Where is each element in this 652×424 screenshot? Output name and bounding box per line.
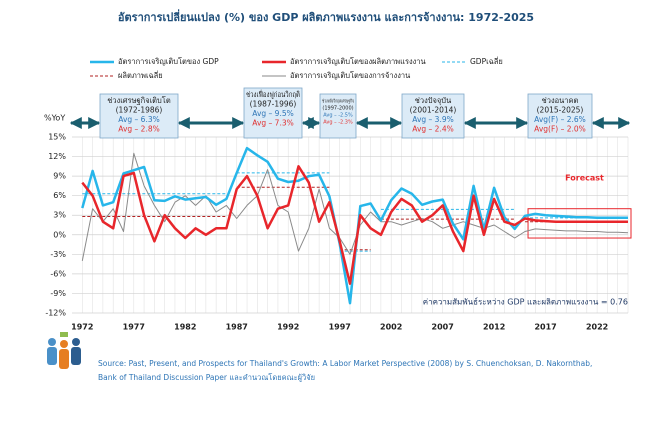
period-box	[401, 93, 465, 139]
x-tick-label: 2007	[432, 323, 454, 332]
period-range: (2015-2025)	[537, 106, 584, 115]
y-tick-label: 15%	[48, 133, 66, 142]
period-gdp-avg-label: Avg – 3.9%	[412, 115, 453, 124]
period-range: (1997-2000)	[322, 106, 353, 112]
y-tick-label: 9%	[53, 172, 66, 181]
x-tick-label: 1977	[123, 323, 145, 332]
x-tick-label: 1987	[226, 323, 248, 332]
legend-label: อัตราการเจริญเติบโตของการจ้างงาน	[290, 71, 410, 80]
x-tick-label: 2012	[483, 323, 505, 332]
source-note: Source: Past, Present, and Prospects for…	[98, 359, 592, 368]
series-line	[81, 165, 628, 285]
y-tick-label: 3%	[53, 211, 66, 220]
x-tick-label: 2017	[534, 323, 556, 332]
period-box	[243, 87, 303, 139]
x-tick-label: 1992	[277, 323, 299, 332]
forecast-box	[527, 208, 632, 239]
period-prod-avg-label: Avg – -2.3%	[323, 120, 353, 126]
forecast-label: Forecast	[565, 174, 604, 183]
y-tick-label: 6%	[53, 191, 66, 200]
period-title: ช่วงเศรษฐกิจเติบโต	[107, 96, 171, 105]
period-title: ช่วงหลังวิกฤตเศรษฐกิจ	[322, 98, 354, 105]
period-gdp-avg-label: Avg – 9.5%	[252, 109, 293, 118]
x-tick-label: 2002	[380, 323, 402, 332]
legend-label: อัตราการเจริญเติบโตของผลิตภาพแรงงาน	[290, 57, 426, 66]
y-tick-label: -3%	[50, 250, 66, 259]
x-tick-label: 1972	[71, 323, 93, 332]
correlation-note: ค่าความสัมพันธ์ระหว่าง GDP และผลิตภาพแรง…	[423, 297, 628, 307]
period-range: (2001-2014)	[410, 106, 457, 115]
period-range: (1972-1986)	[116, 106, 163, 115]
period-prod-avg-label: Avg – 2.4%	[412, 125, 453, 134]
x-tick-label: 1997	[329, 323, 351, 332]
period-range: (1987-1996)	[250, 100, 297, 109]
period-prod-avg-label: Avg(F) – 2.0%	[534, 125, 586, 134]
people-icon	[47, 332, 81, 369]
period-prod-avg-label: Avg – 7.3%	[252, 119, 293, 128]
x-tick-label: 1982	[174, 323, 196, 332]
source-note: Bank of Thailand Discussion Paper และคำน…	[98, 373, 315, 382]
y-tick-label: -12%	[45, 309, 66, 318]
x-tick-label: 2022	[586, 323, 608, 332]
period-box	[527, 93, 593, 139]
chart-title: อัตราการเปลี่ยนแปลง (%) ของ GDP ผลิตภาพแ…	[118, 9, 534, 24]
period-prod-avg-label: Avg – 2.8%	[118, 125, 159, 134]
period-title: ช่วงปัจจุบัน	[415, 96, 451, 105]
period-title: ช่วงเฟื่องฟูก่อนวิกฤติ	[246, 89, 300, 99]
series-line	[81, 146, 628, 305]
legend-label: GDPเฉลี่ย	[470, 56, 503, 66]
period-gdp-avg-label: Avg – 6.3%	[118, 115, 159, 124]
y-tick-label: 12%	[48, 152, 66, 161]
y-tick-label: -6%	[50, 269, 66, 278]
legend-label: อัตราการเจริญเติบโตของ GDP	[118, 57, 219, 66]
period-gdp-avg-label: Avg – -2.5%	[323, 113, 353, 119]
legend-label: ผลิตภาพเฉลี่ย	[118, 70, 163, 80]
y-tick-label: -9%	[50, 289, 66, 298]
y-axis-label: %YoY	[44, 114, 65, 123]
period-title: ช่วงอนาคต	[542, 96, 579, 105]
period-box	[319, 93, 357, 139]
series-line	[81, 152, 629, 261]
y-tick-label: 0%	[53, 230, 66, 239]
period-gdp-avg-label: Avg(F) – 2.6%	[534, 115, 586, 124]
period-box	[99, 93, 179, 139]
